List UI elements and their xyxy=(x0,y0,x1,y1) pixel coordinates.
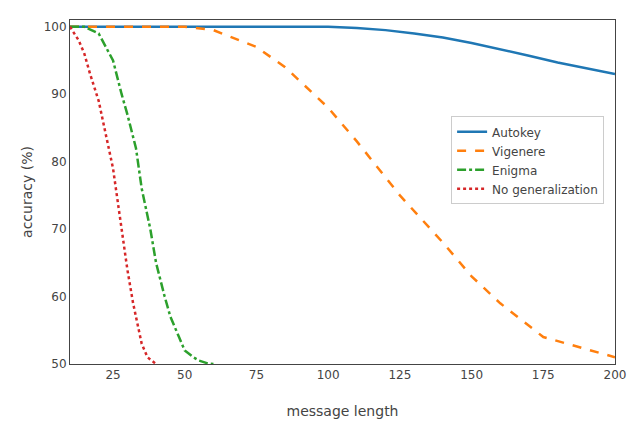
svg-text:100: 100 xyxy=(44,20,67,34)
svg-text:25: 25 xyxy=(105,368,120,382)
svg-text:80: 80 xyxy=(51,155,66,169)
svg-text:60: 60 xyxy=(51,290,66,304)
svg-text:50: 50 xyxy=(51,357,66,371)
svg-text:150: 150 xyxy=(460,368,483,382)
svg-text:75: 75 xyxy=(249,368,264,382)
svg-text:message length: message length xyxy=(287,403,399,419)
svg-text:Vigenere: Vigenere xyxy=(492,145,545,159)
svg-text:100: 100 xyxy=(317,368,340,382)
svg-text:90: 90 xyxy=(51,87,66,101)
svg-text:No generalization: No generalization xyxy=(492,183,598,197)
svg-text:accuracy (%): accuracy (%) xyxy=(19,146,35,238)
svg-text:70: 70 xyxy=(51,222,66,236)
svg-text:Enigma: Enigma xyxy=(492,164,537,178)
svg-text:Autokey: Autokey xyxy=(492,126,541,140)
svg-text:200: 200 xyxy=(604,368,627,382)
svg-text:125: 125 xyxy=(388,368,411,382)
svg-text:175: 175 xyxy=(532,368,555,382)
svg-text:50: 50 xyxy=(177,368,192,382)
